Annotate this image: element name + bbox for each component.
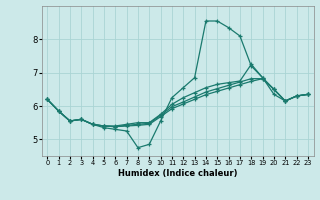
X-axis label: Humidex (Indice chaleur): Humidex (Indice chaleur) — [118, 169, 237, 178]
